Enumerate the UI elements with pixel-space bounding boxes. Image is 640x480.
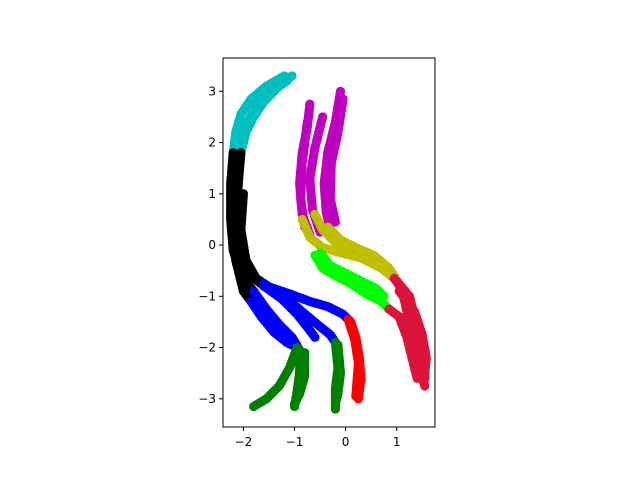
series-4 [343, 314, 366, 404]
data-point [420, 381, 430, 391]
y-tick-label: −1 [198, 289, 216, 303]
series-7 [310, 248, 394, 314]
data-point [412, 373, 422, 383]
series-1 [226, 148, 269, 307]
x-axis: −2 −1 0 1 [235, 427, 401, 449]
data-point [330, 399, 340, 409]
data-points [226, 71, 431, 414]
series-6 [297, 209, 399, 283]
data-point [379, 291, 389, 301]
data-point [351, 391, 361, 401]
y-tick-label: 3 [208, 84, 216, 98]
y-tick-label: −3 [198, 392, 216, 406]
data-point [310, 332, 320, 342]
data-point [249, 401, 259, 412]
axes-frame [222, 57, 436, 428]
x-tick-label: 1 [393, 435, 401, 449]
x-tick-label: −2 [235, 435, 253, 449]
y-tick-label: −2 [198, 341, 216, 355]
series-8 [384, 273, 431, 391]
y-axis: −3 −2 −1 0 1 2 3 [198, 84, 223, 406]
y-tick-label: 2 [208, 136, 216, 150]
data-point [282, 76, 292, 86]
x-tick-label: 0 [342, 435, 350, 449]
y-tick-label: 0 [208, 238, 216, 252]
y-tick-label: 1 [208, 187, 216, 201]
series-3 [249, 337, 346, 414]
data-point [420, 368, 430, 378]
x-tick-label: −1 [286, 435, 304, 449]
data-point [330, 217, 340, 227]
data-point [289, 399, 300, 409]
